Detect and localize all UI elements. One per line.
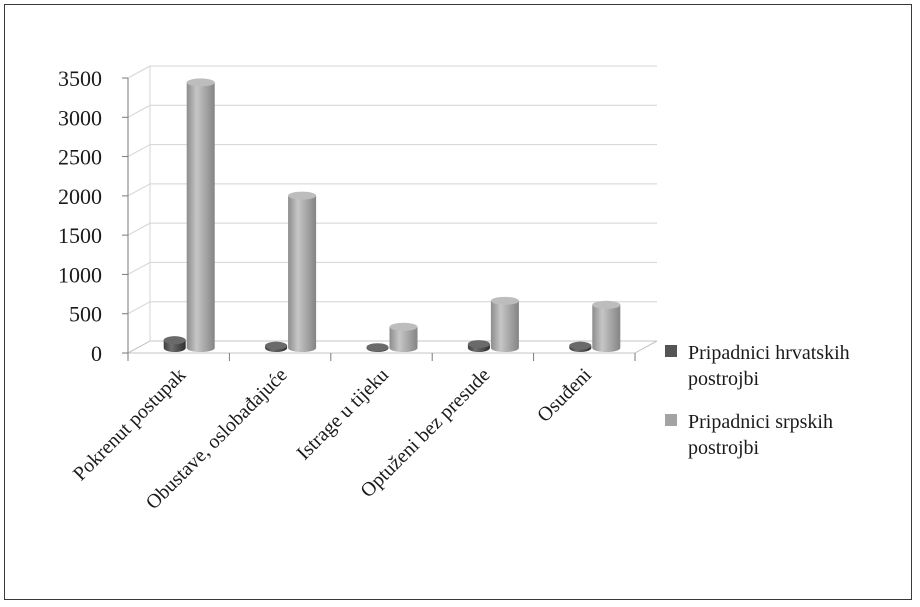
bar — [163, 336, 186, 352]
y-tick-label: 3000 — [58, 105, 102, 130]
y-tick-label: 2500 — [58, 145, 102, 170]
y-tick-label: 3500 — [58, 66, 102, 91]
bars — [163, 78, 621, 352]
y-tick-label: 0 — [91, 341, 102, 366]
y-tick-label: 1500 — [58, 223, 102, 248]
legend-label: Pripadnici hrvatskih postrojbi — [688, 342, 850, 390]
y-axis-tick-labels: 0 500 1000 1500 2000 2500 3000 3500 — [58, 66, 102, 366]
bar — [366, 343, 389, 352]
bar — [490, 296, 519, 352]
y-tick-label: 500 — [69, 302, 102, 327]
chart-floor — [127, 340, 658, 354]
x-category-label: Istrage u tijeku — [293, 364, 393, 464]
legend: Pripadnici hrvatskih postrojbi Pripadnici … — [665, 342, 850, 459]
y-tick-label: 2000 — [58, 184, 102, 209]
bar — [265, 341, 288, 352]
gridline — [127, 65, 657, 79]
bar — [389, 322, 418, 352]
bar — [569, 341, 592, 352]
legend-swatch — [665, 345, 677, 357]
bar — [592, 300, 621, 352]
x-category-label: Osuđeni — [533, 364, 596, 427]
bar — [186, 78, 215, 352]
y-tick-label: 1000 — [58, 262, 102, 287]
legend-label: Pripadnici srpskih postrojbi — [688, 411, 833, 459]
bar — [467, 340, 490, 352]
legend-swatch — [665, 414, 677, 426]
axes — [122, 66, 658, 361]
bar — [288, 191, 317, 352]
